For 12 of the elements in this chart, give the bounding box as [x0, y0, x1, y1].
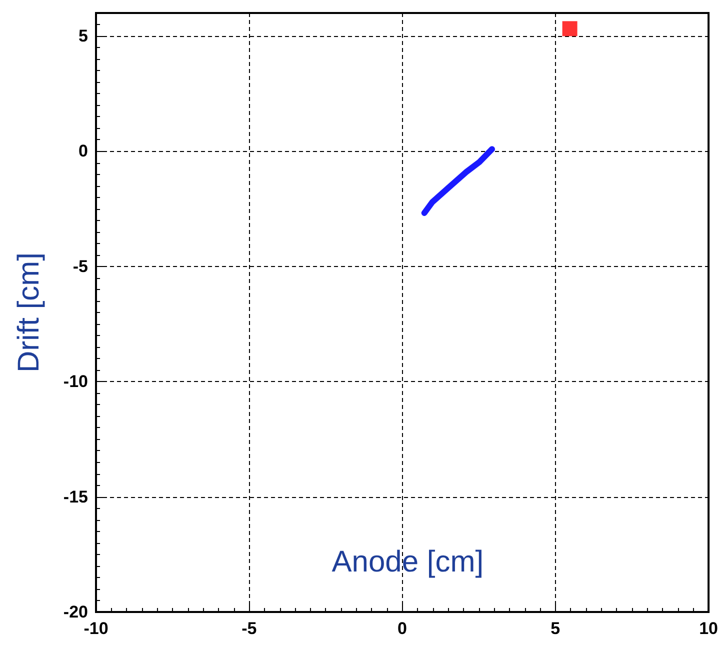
x-tick-label: -5 — [242, 619, 257, 638]
x-tick-label: 5 — [550, 619, 560, 638]
y-tick-label: 5 — [78, 26, 88, 46]
y-tick-label: -15 — [63, 487, 88, 506]
y-tick-label: -20 — [63, 602, 88, 622]
x-tick-label: 0 — [398, 619, 408, 638]
y-axis-title: Drift [cm] — [12, 252, 46, 372]
x-tick-label: 10 — [699, 619, 718, 638]
y-tick-label: -5 — [72, 256, 88, 276]
y-tick-label: -10 — [63, 372, 88, 392]
x-axis-title: Anode [cm] — [332, 546, 484, 578]
y-tick-label: 0 — [78, 142, 88, 161]
